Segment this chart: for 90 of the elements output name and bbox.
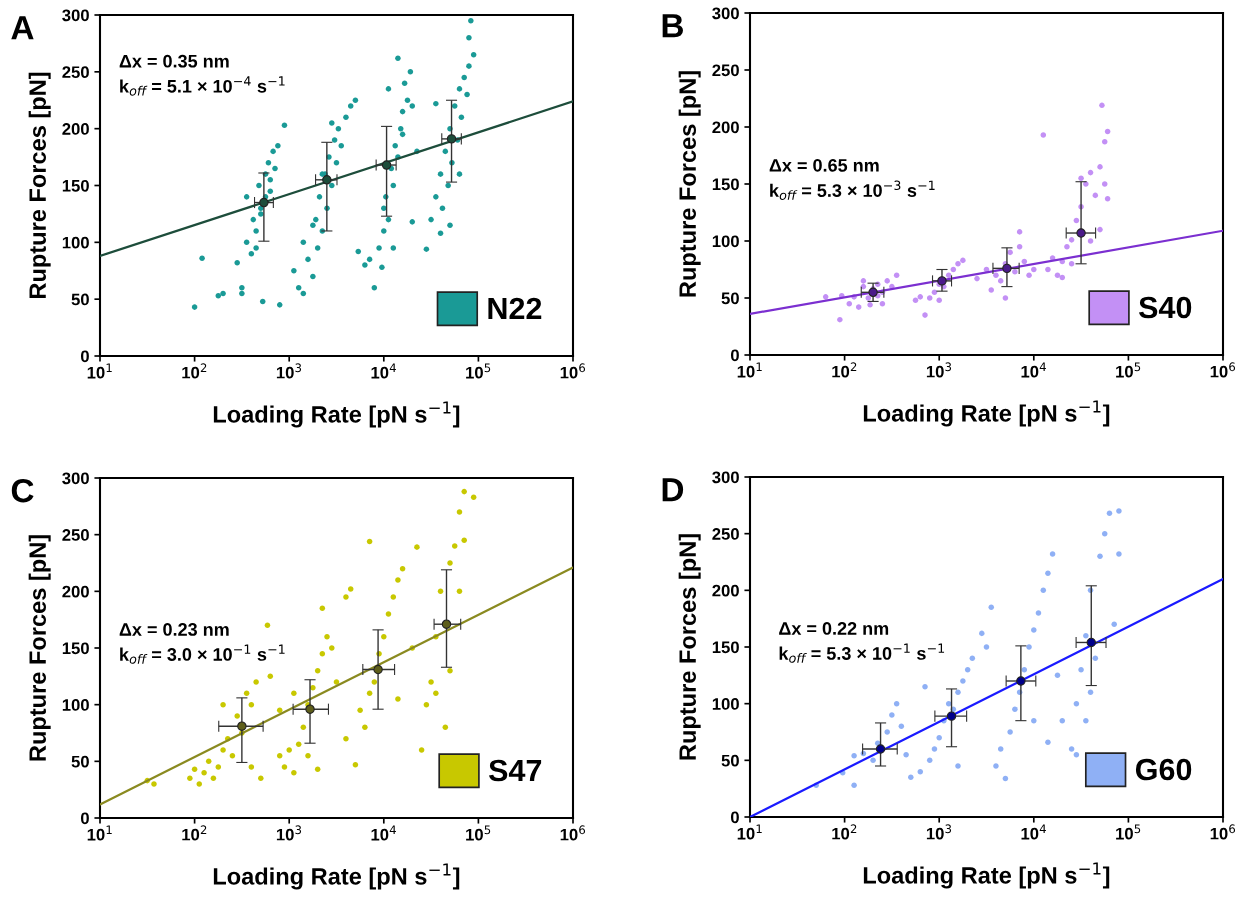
- x-tick-label: 10$^{6}$: [1210, 824, 1236, 840]
- y-tick-label: 300: [712, 7, 739, 20]
- y-tick-label: 50: [721, 292, 739, 305]
- x-tick-label: 10$^{1}$: [87, 363, 112, 379]
- chart-title: A: [11, 16, 34, 40]
- y-axis-title: Rupture Forces [pN]: [678, 534, 701, 760]
- y-tick-label: 300: [62, 9, 89, 22]
- point: [446, 134, 457, 144]
- x-tick-label: 10$^{1}$: [737, 824, 762, 840]
- chart-title: B: [662, 14, 683, 38]
- y-tick-label: 200: [712, 584, 739, 597]
- x-tick-label: 10$^{5}$: [1116, 824, 1141, 840]
- x-tick-label: 10$^{6}$: [560, 825, 586, 841]
- y-tick-label: 200: [712, 121, 739, 134]
- point: [373, 664, 383, 675]
- annotation: Δx = 0.23 nm: [119, 623, 229, 636]
- y-tick-label: 50: [721, 754, 739, 767]
- y-tick-label: 250: [712, 64, 739, 77]
- legend-label: S47: [488, 759, 542, 782]
- y-tick-label: 50: [71, 755, 89, 768]
- point: [441, 619, 452, 629]
- x-tick-label: 10$^{5}$: [466, 825, 491, 841]
- point: [937, 276, 947, 286]
- x-tick-label: 10$^{4}$: [1021, 824, 1046, 840]
- y-tick-label: 200: [62, 585, 89, 598]
- y-axis-title: Rupture Forces [pN]: [28, 72, 51, 299]
- x-tick-label: 10$^{4}$: [1021, 362, 1046, 378]
- x-tick-label: 10$^{6}$: [560, 363, 586, 379]
- x-tick-label: 10$^{2}$: [832, 362, 857, 378]
- x-tick-label: 10$^{2}$: [832, 824, 857, 840]
- annotation: Δx = 0.65 nm: [769, 158, 879, 172]
- point: [237, 721, 247, 731]
- x-tick-label: 10$^{1}$: [737, 362, 762, 378]
- annotation: Δx = 0.35 nm: [119, 54, 229, 68]
- y-tick-label: 100: [62, 699, 89, 711]
- x-tick-label: 10$^{2}$: [182, 825, 207, 841]
- y-tick-label: 0: [730, 349, 739, 362]
- y-tick-label: 100: [712, 698, 739, 710]
- x-axis-title: Loading Rate [pN s$^{−1}$]: [863, 400, 1110, 427]
- chart-title: D: [662, 478, 684, 502]
- point: [875, 744, 886, 754]
- point: [1076, 228, 1086, 238]
- y-tick-label: 150: [712, 641, 739, 654]
- legend-label: S40: [1138, 296, 1192, 319]
- x-axis-title: Loading Rate [pN s$^{−1}$]: [213, 401, 460, 428]
- annotation: k$_{off}$ = 5.3 × 10$^{−3}$ s$^{−1}$: [770, 180, 935, 200]
- y-tick-label: 0: [730, 811, 739, 824]
- x-axis-title: Loading Rate [pN s$^{−1}$]: [213, 863, 460, 890]
- annotation: k$_{off}$ = 3.0 × 10$^{−1}$ s$^{−1}$: [120, 644, 285, 664]
- y-tick-label: 0: [80, 350, 89, 363]
- y-tick-label: 300: [62, 472, 89, 485]
- y-tick-label: 50: [71, 293, 89, 306]
- annotation: Δx = 0.22 nm: [779, 622, 889, 635]
- point: [1086, 637, 1096, 648]
- point: [1016, 676, 1026, 686]
- y-tick-label: 150: [712, 178, 739, 191]
- y-tick-label: 250: [712, 528, 739, 540]
- y-tick-label: 300: [712, 471, 739, 484]
- x-tick-label: 10$^{5}$: [1116, 362, 1141, 378]
- y-tick-label: 200: [62, 123, 89, 135]
- annotation: k$_{off}$ = 5.1 × 10$^{−4}$ s$^{−1}$: [120, 76, 285, 96]
- y-tick-label: 100: [712, 235, 739, 248]
- point: [946, 711, 957, 721]
- x-tick-label: 10$^{4}$: [371, 363, 396, 379]
- x-axis-title: Loading Rate [pN s$^{−1}$]: [863, 862, 1110, 889]
- y-tick-label: 250: [62, 66, 89, 79]
- x-tick-label: 10$^{3}$: [276, 825, 302, 841]
- annotation: k$_{off}$ = 5.3 × 10$^{−1}$ s$^{−1}$: [779, 643, 945, 663]
- y-tick-label: 150: [62, 642, 89, 655]
- y-axis-title: Rupture Forces [pN]: [28, 535, 51, 761]
- x-tick-label: 10$^{3}$: [276, 363, 302, 379]
- y-tick-label: 150: [62, 179, 89, 192]
- point: [305, 704, 315, 714]
- x-tick-label: 10$^{4}$: [371, 825, 396, 841]
- y-axis-title: Rupture Forces [pN]: [678, 71, 701, 297]
- x-tick-label: 10$^{5}$: [466, 363, 491, 379]
- x-tick-label: 10$^{3}$: [926, 362, 952, 378]
- y-tick-label: 100: [62, 236, 89, 249]
- point: [322, 175, 332, 185]
- y-tick-label: 250: [62, 529, 89, 541]
- y-tick-label: 0: [80, 812, 89, 825]
- legend-label: N22: [488, 297, 542, 320]
- x-tick-label: 10$^{1}$: [87, 825, 112, 841]
- point: [868, 287, 878, 298]
- x-tick-label: 10$^{6}$: [1210, 362, 1236, 378]
- x-tick-label: 10$^{2}$: [182, 363, 207, 379]
- x-tick-label: 10$^{3}$: [926, 824, 952, 840]
- point: [259, 197, 269, 208]
- chart-title: C: [11, 478, 34, 503]
- legend-label: G60: [1135, 758, 1192, 781]
